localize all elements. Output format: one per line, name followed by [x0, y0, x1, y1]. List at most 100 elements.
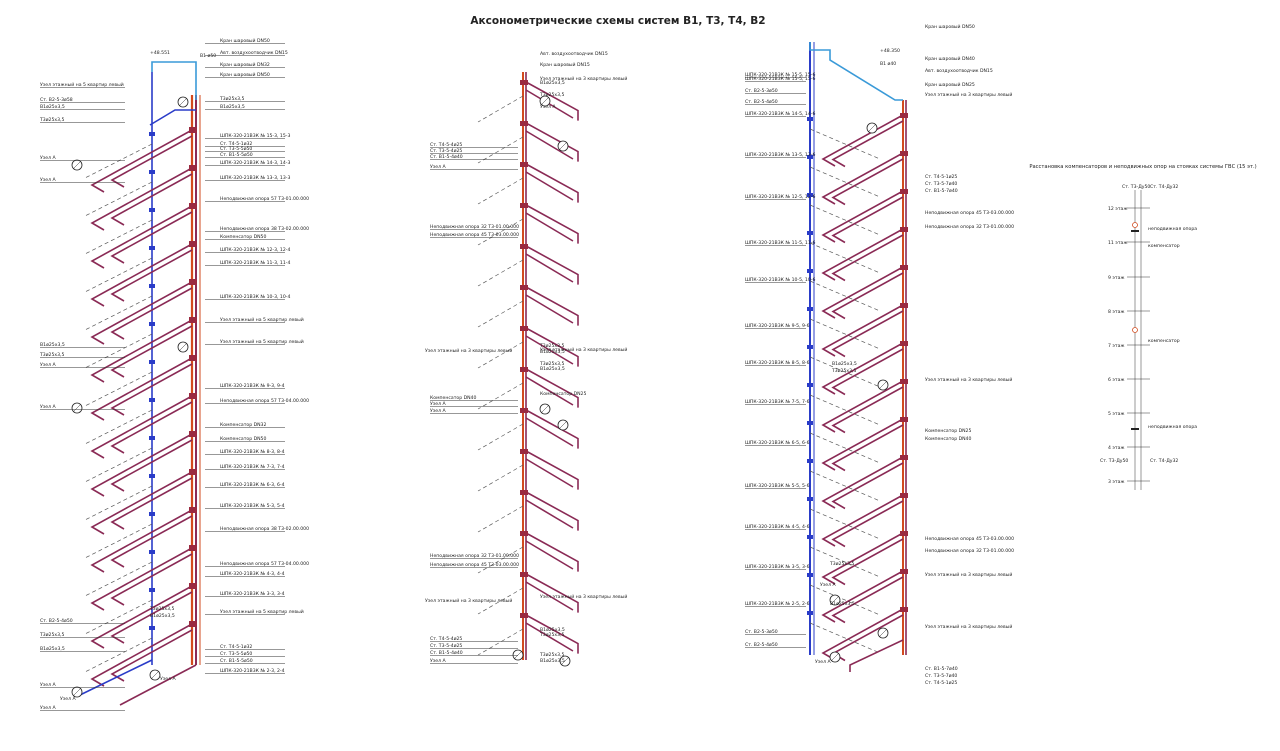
- callout-label: ШПК-320-21В3К № 9-3, 9-4: [220, 383, 285, 389]
- callout-label: Авт. воздухоотводчик DN15: [540, 51, 608, 57]
- callout-label: Ст. Т3-5-5ø50: [220, 651, 252, 657]
- callout-label: Ст. В2-5-4ø50: [745, 99, 778, 105]
- riser-diagram-3: ШПК-320-21В3К № 15-5, 15-6ШПК-320-21В3К …: [745, 23, 1014, 686]
- callout-label: Неподвижная опора 57 Т3-01.00.000: [220, 196, 309, 202]
- callout-label: Т3ø25х3,5: [39, 117, 64, 123]
- valve-block: [900, 417, 908, 422]
- branch-dashed: [84, 447, 153, 483]
- callout-label: Узел этажный на 5 квартир левый: [220, 338, 304, 345]
- pipe-branch: [525, 573, 579, 613]
- pipe-diameter-label: В1 ø50: [200, 53, 216, 59]
- callout-label: Узел А: [40, 682, 56, 688]
- valve-block: [807, 573, 813, 577]
- valve-block: [149, 170, 155, 174]
- valve-block: [520, 572, 528, 577]
- valve-block: [807, 383, 813, 387]
- callout-label: Неподвижная опора 45 Т3-03.00.000: [430, 562, 519, 568]
- pipe-branch: [525, 130, 574, 160]
- valve-block: [520, 367, 528, 372]
- valve-block: [900, 189, 908, 194]
- callout-label: Компенсатор DN25: [540, 391, 586, 397]
- valve-block: [807, 231, 813, 235]
- branch-dashed: [809, 356, 881, 388]
- node-marker-slash: [179, 343, 187, 351]
- callout-label: Неподвижная опора 45 Т3-03.00.000: [925, 210, 1014, 216]
- branch-dashed: [477, 300, 524, 328]
- pipe-branch: [525, 81, 579, 121]
- callout-label: Узел этажный на 5 квартир левый: [220, 316, 304, 323]
- pipe-branch: [525, 122, 579, 162]
- callout-label: ШПК-320-21В3К № 10-3, 10-4: [220, 294, 290, 300]
- pipe-branch: [831, 576, 904, 624]
- pipe-branch: [525, 163, 579, 203]
- callout-label: ШПК-320-21В3К № 15-3, 15-3: [220, 133, 290, 139]
- valve-block: [900, 455, 908, 460]
- valve-block: [520, 326, 528, 331]
- callout-label: Ст. Т4-5-4ø25: [430, 142, 462, 148]
- drawing-title: Аксонометрические схемы систем В1, Т3, Т…: [470, 15, 765, 27]
- callout-label: Ст. В2-5-3ø50: [745, 88, 778, 94]
- callout-label: ШПК-320-21В3К № 4-3, 4-4: [220, 571, 285, 577]
- node-marker-slash: [541, 97, 549, 105]
- callout-label: Т3ø25х3,5: [539, 343, 564, 349]
- pipe-branch: [821, 418, 904, 471]
- valve-block: [520, 80, 528, 85]
- pipe-branch: [525, 458, 574, 488]
- callout-label: Узел этажный на 3 квартиры левый: [425, 347, 512, 354]
- callout-label: ШПК-320-21В3К № 8-5, 8-6: [745, 360, 810, 366]
- node-marker-slash: [73, 688, 81, 696]
- pipe-branch: [821, 342, 904, 395]
- valve-block: [149, 626, 155, 630]
- node-marker-slash: [831, 653, 839, 661]
- floor-label: 6 этаж: [1108, 377, 1125, 383]
- callout-label: Авт. воздухоотводчик DN15: [220, 50, 288, 56]
- valve-block: [520, 531, 528, 536]
- branch-dashed: [84, 333, 153, 369]
- callout-label: Неподвижная опора 32 Т3-01.00.000: [925, 548, 1014, 554]
- branch-dashed: [477, 382, 524, 410]
- branch-dashed: [84, 295, 153, 331]
- pipe-branch: [821, 532, 904, 585]
- callout-label: Узел А: [540, 104, 556, 110]
- callout-label: Узел А: [430, 164, 446, 170]
- valve-block: [189, 621, 197, 627]
- valve-block: [520, 285, 528, 290]
- valve-block: [520, 244, 528, 249]
- callout-label: ШПК-320-21В3К № 14-3, 14-3: [220, 160, 290, 166]
- valve-block: [900, 379, 908, 384]
- callout-label: Ст. В2-5-3ø58: [40, 97, 73, 103]
- valve-block: [900, 265, 908, 270]
- callout-label: Т3ø25х3,5: [39, 352, 64, 358]
- pipe-branch: [90, 281, 193, 345]
- valve-block: [520, 613, 528, 618]
- branch-dashed: [84, 485, 153, 521]
- valve-block: [900, 227, 908, 232]
- valve-block: [189, 127, 197, 133]
- branch-dashed: [477, 464, 524, 492]
- callout-label: Ст. Т3-5-5ø50: [220, 146, 252, 152]
- callout-label: Кран шаровый DN50: [220, 37, 270, 44]
- pipe-branch: [525, 532, 579, 572]
- valve-block: [807, 535, 813, 539]
- callout-label: Неподвижная опора 38 Т3-02.00.000: [220, 526, 309, 532]
- pipe-branch: [525, 171, 574, 201]
- callout-label: Компенсатор DN40: [430, 395, 476, 401]
- pipe-branch: [90, 205, 193, 269]
- branch-dashed: [477, 546, 524, 574]
- valve-block: [149, 474, 155, 478]
- callout-label: Узел А: [60, 696, 76, 702]
- branch-dashed: [477, 505, 524, 533]
- callout-label: ШПК-320-21В3К № 8-3, 8-4: [220, 449, 285, 455]
- callout-label: Ст. Т3-5-7ø40: [925, 673, 957, 679]
- callout-label: ШПК-320-21В3К № 9-5, 9-6: [745, 323, 810, 329]
- valve-block: [900, 531, 908, 536]
- callout-label: В1ø25х3,5: [150, 613, 175, 619]
- branch-dashed: [84, 523, 153, 559]
- valve-block: [189, 165, 197, 171]
- panel-note: неподвижная опора: [1148, 227, 1197, 232]
- floor-label: 3 этаж: [1108, 479, 1125, 485]
- valve-block: [520, 449, 528, 454]
- callout-label: Ст. В1-5-5ø50: [220, 152, 253, 158]
- node-marker-slash: [151, 671, 159, 679]
- panel-title: Расстановка компенсаторов и неподвижных …: [1029, 164, 1256, 170]
